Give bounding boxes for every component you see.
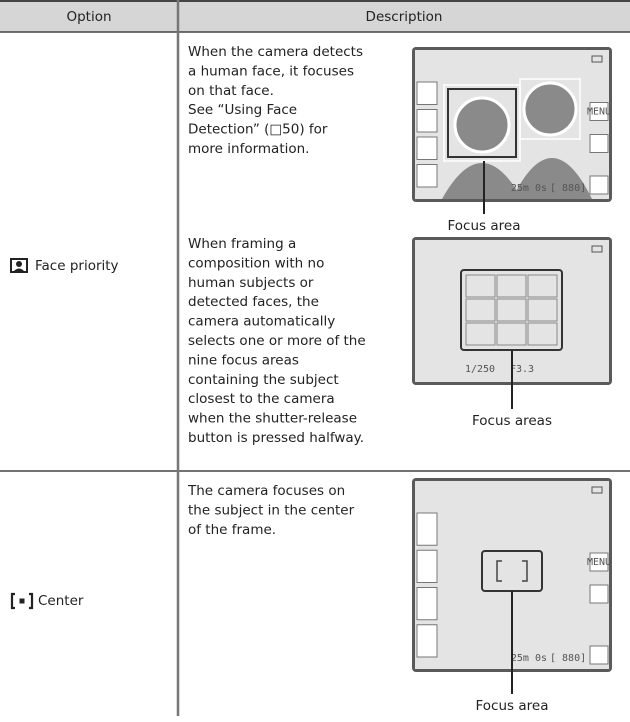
play-button (589, 645, 609, 665)
description-line: when the shutter-release (188, 411, 357, 427)
description-line: button is pressed halfway. (188, 430, 364, 446)
focus-cell (496, 322, 527, 346)
person (442, 163, 522, 199)
header-option: Option (66, 9, 111, 25)
description-line: When framing a (188, 236, 296, 252)
option-label: Center (38, 593, 84, 609)
description-line: nine focus areas (188, 352, 299, 368)
focus-cell (527, 322, 558, 346)
menu-button (589, 102, 609, 121)
side-icon (416, 624, 438, 658)
description-line: human subjects or (188, 275, 314, 291)
focus-cell (465, 298, 496, 322)
description-line: closest to the camera (188, 391, 335, 407)
callout-label: Focus area (448, 218, 521, 234)
face-box (519, 78, 581, 140)
description-line: See “Using Face (188, 102, 297, 118)
focus-group (460, 269, 563, 351)
description-line: of the frame. (188, 522, 276, 538)
side-icon (416, 512, 438, 546)
callout-label: Focus areas (472, 413, 552, 429)
battery (591, 245, 603, 253)
description-line: Detection” (□50) for (188, 122, 328, 138)
person (512, 158, 592, 199)
remaining-frames: [ 880] (550, 183, 586, 194)
description-line: on that face. (188, 83, 274, 99)
camera-button (589, 134, 609, 153)
focus-box (447, 88, 517, 158)
side-icon (416, 164, 438, 188)
description-line: the subject in the center (188, 502, 355, 518)
description-line: detected faces, the (188, 294, 319, 310)
center-icon (10, 592, 34, 610)
side-icon (416, 136, 438, 160)
description-line: When the camera detects (188, 44, 363, 60)
callout-label: Focus area (476, 698, 549, 714)
face (522, 81, 578, 137)
camera-button (589, 584, 609, 604)
remaining-time: 25m 0s (511, 653, 547, 664)
side-icon (416, 549, 438, 583)
description-line: containing the subject (188, 372, 339, 388)
focus-cell (465, 274, 496, 298)
description-line: The camera focuses on (187, 483, 345, 499)
option-label: Face priority (35, 258, 119, 274)
focus-cell (496, 274, 527, 298)
side-icon (416, 109, 438, 133)
battery (591, 486, 603, 494)
header-description: Description (366, 9, 443, 25)
remaining-time: 25m 0s (511, 183, 547, 194)
description-line: selects one or more of the (188, 333, 366, 349)
description-line: composition with no (188, 255, 324, 271)
focus-cell (465, 322, 496, 346)
header-bg (0, 0, 630, 32)
focus-cell (496, 298, 527, 322)
side-icon (416, 81, 438, 105)
face (453, 96, 511, 154)
menu-label: MENU (587, 557, 611, 568)
description-line: more information. (188, 141, 309, 157)
remaining-frames: [ 880] (550, 653, 586, 664)
focus-cell (527, 298, 558, 322)
menu-label: MENU (587, 107, 611, 118)
play-button (589, 175, 609, 195)
face-icon (10, 258, 28, 273)
description-line: a human face, it focuses (188, 63, 354, 79)
battery (591, 55, 603, 63)
focus-cell (527, 274, 558, 298)
description-line: camera automatically (188, 314, 335, 330)
menu-button (589, 552, 609, 572)
center-bracket (496, 560, 528, 582)
side-icon (416, 587, 438, 621)
aperture: F3.3 (510, 364, 534, 375)
shutter-speed: 1/250 (465, 364, 495, 375)
